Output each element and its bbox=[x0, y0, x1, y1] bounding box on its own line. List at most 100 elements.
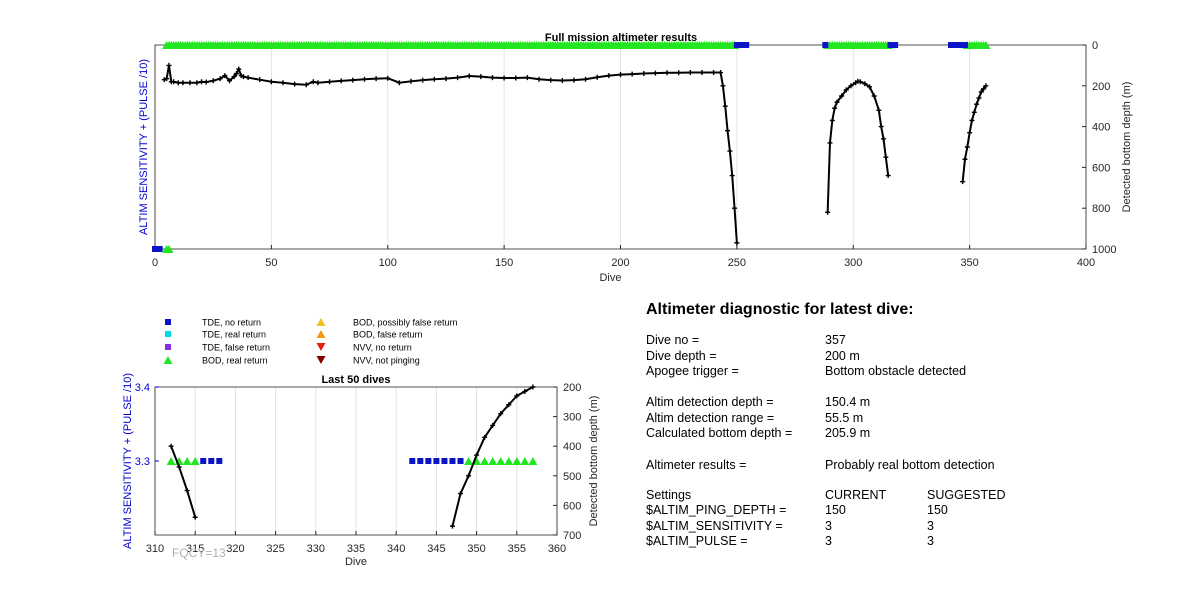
bottom-depth-point bbox=[664, 70, 670, 76]
diagnostic-label: $ALTIM_SENSITIVITY = bbox=[646, 519, 783, 533]
bottom-depth-point bbox=[878, 124, 884, 130]
bottom-depth-point bbox=[327, 79, 333, 85]
bottom-depth-point bbox=[303, 82, 309, 88]
bottom-depth-point bbox=[466, 73, 472, 79]
bottom-depth-point bbox=[310, 79, 316, 85]
bottom-depth-point bbox=[969, 117, 975, 123]
bottom-depth-point bbox=[482, 434, 488, 440]
right-axis-label: Detected bottom depth (m) bbox=[588, 396, 600, 527]
bottom-depth-point bbox=[168, 443, 174, 449]
bottom-depth-line bbox=[451, 386, 534, 527]
right-tick-label: 400 bbox=[1092, 122, 1110, 134]
x-tick-label: 355 bbox=[508, 543, 526, 555]
diagnostic-value: 55.5 m bbox=[825, 411, 864, 425]
bottom-depth-point bbox=[962, 156, 968, 162]
legend-label: BOD, real return bbox=[202, 356, 268, 366]
chart-title: Last 50 dives bbox=[321, 374, 390, 386]
x-tick-label: 315 bbox=[186, 543, 204, 555]
bottom-depth-point bbox=[618, 72, 623, 78]
bottom-depth-point bbox=[257, 77, 263, 83]
bottom-depth-point bbox=[474, 452, 480, 458]
watermark-text: FQCY=13 bbox=[172, 546, 226, 560]
bottom-depth-point bbox=[676, 70, 682, 76]
bottom-depth-point bbox=[385, 75, 391, 81]
bottom-depth-point bbox=[361, 76, 367, 82]
bottom-depth-point bbox=[729, 173, 735, 179]
diagnostic-value: Probably real bottom detection bbox=[825, 458, 995, 472]
x-tick-label: 250 bbox=[728, 257, 746, 269]
bottom-depth-point bbox=[536, 76, 542, 82]
bottom-depth-point bbox=[876, 107, 882, 113]
legend-swatch-square bbox=[165, 319, 171, 325]
tde-no-return-marker bbox=[409, 458, 416, 464]
bottom-depth-point bbox=[501, 75, 507, 81]
bottom-depth-point bbox=[871, 93, 877, 99]
right-tick-label: 700 bbox=[563, 530, 581, 542]
bottom-depth-point bbox=[226, 78, 232, 84]
bottom-depth-point bbox=[443, 76, 449, 82]
bod-real-marker bbox=[166, 456, 176, 466]
bottom-depth-point bbox=[727, 148, 733, 154]
diagnostic-row: Altim detection range = 55.5 m bbox=[646, 411, 1186, 427]
x-tick-label: 100 bbox=[379, 257, 397, 269]
bottom-depth-point bbox=[629, 71, 635, 77]
diagnostic-label: Altim detection depth = bbox=[646, 395, 774, 409]
diagnostic-value: 150.4 m bbox=[825, 395, 871, 409]
bottom-depth-point bbox=[203, 79, 209, 85]
bottom-depth-point bbox=[827, 140, 833, 146]
bottom-depth-point bbox=[885, 173, 891, 179]
bottom-depth-point bbox=[245, 75, 251, 81]
tde-no-return-marker bbox=[449, 458, 456, 464]
diagnostic-label: Settings bbox=[646, 488, 692, 502]
diagnostic-row: $ALTIM_PING_DEPTH = 150 150 bbox=[646, 503, 1186, 519]
right-tick-label: 200 bbox=[1092, 81, 1110, 93]
x-tick-label: 400 bbox=[1077, 257, 1095, 269]
bottom-depth-line bbox=[170, 445, 197, 518]
bottom-depth-point bbox=[194, 80, 200, 86]
bottom-depth-point bbox=[530, 384, 536, 390]
bottom-depth-point bbox=[420, 77, 426, 83]
tde-no-return-marker bbox=[200, 458, 207, 464]
bottom-depth-point bbox=[974, 101, 980, 107]
bottom-depth-point bbox=[862, 81, 868, 87]
bottom-depth-point bbox=[843, 87, 849, 93]
bottom-depth-point bbox=[652, 70, 658, 76]
bottom-depth-point bbox=[268, 79, 274, 85]
bod-real-marker bbox=[190, 456, 200, 466]
bottom-depth-point bbox=[449, 523, 455, 529]
bod-real-marker bbox=[496, 456, 506, 466]
bottom-depth-point bbox=[175, 80, 181, 86]
diagnostic-row: $ALTIM_PULSE = 3 3 bbox=[646, 534, 1186, 550]
bottom-depth-point bbox=[184, 488, 190, 494]
bottom-depth-point bbox=[176, 464, 182, 470]
bottom-depth-point bbox=[641, 71, 647, 77]
bottom-depth-point bbox=[967, 130, 973, 136]
diagnostic-row: Settings CURRENT SUGGESTED bbox=[646, 488, 1186, 504]
bod-real-marker bbox=[520, 456, 530, 466]
bottom-depth-point bbox=[559, 77, 565, 83]
diagnostic-value: 200 m bbox=[825, 349, 860, 363]
diagnostic-value: 150 bbox=[825, 503, 846, 517]
legend-label: NVV, no return bbox=[353, 343, 412, 353]
bottom-depth-point bbox=[522, 388, 528, 394]
legend-swatch-triangle bbox=[316, 342, 326, 352]
diagnostic-value: 205.9 m bbox=[825, 426, 871, 440]
bottom-depth-point bbox=[718, 70, 724, 76]
diagnostic-label: Apogee trigger = bbox=[646, 364, 739, 378]
bottom-depth-point bbox=[857, 79, 863, 85]
bottom-depth-point bbox=[236, 66, 242, 72]
bottom-depth-point bbox=[164, 76, 170, 82]
diagnostic-row: Dive no = 357 bbox=[646, 333, 1186, 349]
diagnostic-value: Bottom obstacle detected bbox=[825, 364, 967, 378]
bottom-depth-point bbox=[583, 76, 589, 82]
diagnostic-title: Altimeter diagnostic for latest dive: bbox=[646, 301, 914, 318]
bottom-depth-point bbox=[187, 80, 193, 86]
x-tick-label: 340 bbox=[387, 543, 405, 555]
bottom-depth-point bbox=[834, 99, 840, 105]
diagnostic-suggested: 3 bbox=[927, 519, 934, 533]
bottom-depth-point bbox=[199, 79, 205, 85]
bod-real-marker bbox=[164, 244, 174, 254]
diagnostic-row: Apogee trigger = Bottom obstacle detected bbox=[646, 364, 1186, 380]
x-axis-label: Dive bbox=[345, 556, 367, 568]
